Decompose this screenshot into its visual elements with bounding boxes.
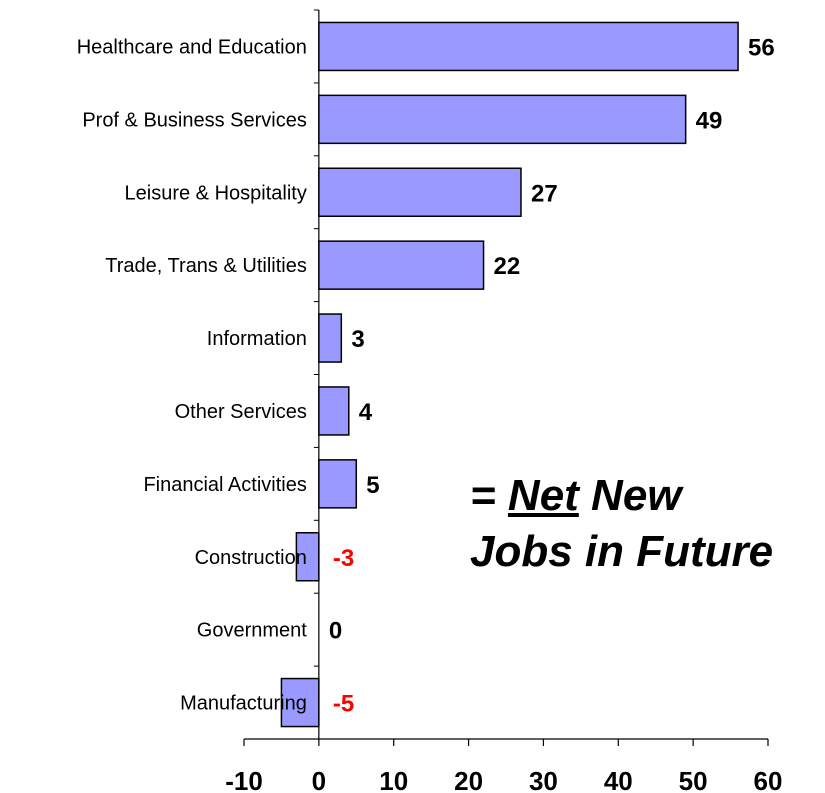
x-tick-label: -10 [225,766,263,793]
category-label: Prof & Business Services [82,109,307,131]
category-label: Healthcare and Education [77,36,307,58]
data-label: 3 [351,326,364,353]
data-label: 49 [696,107,723,134]
x-tick-label: 20 [454,766,483,793]
category-label: Information [207,328,307,350]
annotation-line-2: Jobs in Future [470,527,774,576]
bar-2 [318,94,687,145]
category-label: Manufacturing [180,693,307,715]
x-tick-label: 60 [754,766,783,793]
bar-6 [318,386,350,436]
data-label: 56 [748,34,775,61]
x-tick-label: 30 [529,766,558,793]
category-label: Leisure & Hospitality [125,182,307,204]
bar-4 [318,240,485,290]
data-label: 27 [531,180,558,207]
x-tick-label: 0 [312,766,326,793]
axes-layer [243,9,769,746]
category-label: Other Services [175,401,307,423]
x-tick-label: 50 [679,766,708,793]
bar-5 [318,313,343,363]
data-label: 4 [359,399,373,426]
data-label: -5 [333,691,354,718]
bar-7 [318,459,358,509]
bar-1 [318,21,739,72]
x-tick-label: 40 [604,766,633,793]
data-label: 5 [366,472,379,499]
annotation-emphasis: Net [507,471,579,520]
annotation-rest: New [578,471,682,520]
bars-layer [280,21,739,728]
category-label: Financial Activities [143,474,306,496]
net-new-jobs-annotation: = Net New Jobs in Future [470,468,815,580]
bar-10 [280,677,320,728]
data-label: -3 [333,545,354,572]
data-label: 22 [494,253,521,280]
category-label: Trade, Trans & Utilities [105,255,307,277]
annotation-line-1: = Net New [470,468,815,524]
labels-layer: Healthcare and Education 56 Prof & Busines… [77,34,783,793]
category-label: Government [197,620,307,642]
data-label: 0 [329,618,342,645]
annotation-prefix: = [470,471,508,520]
bar-3 [318,167,522,217]
x-tick-label: 10 [379,766,408,793]
category-label: Construction [195,547,307,569]
